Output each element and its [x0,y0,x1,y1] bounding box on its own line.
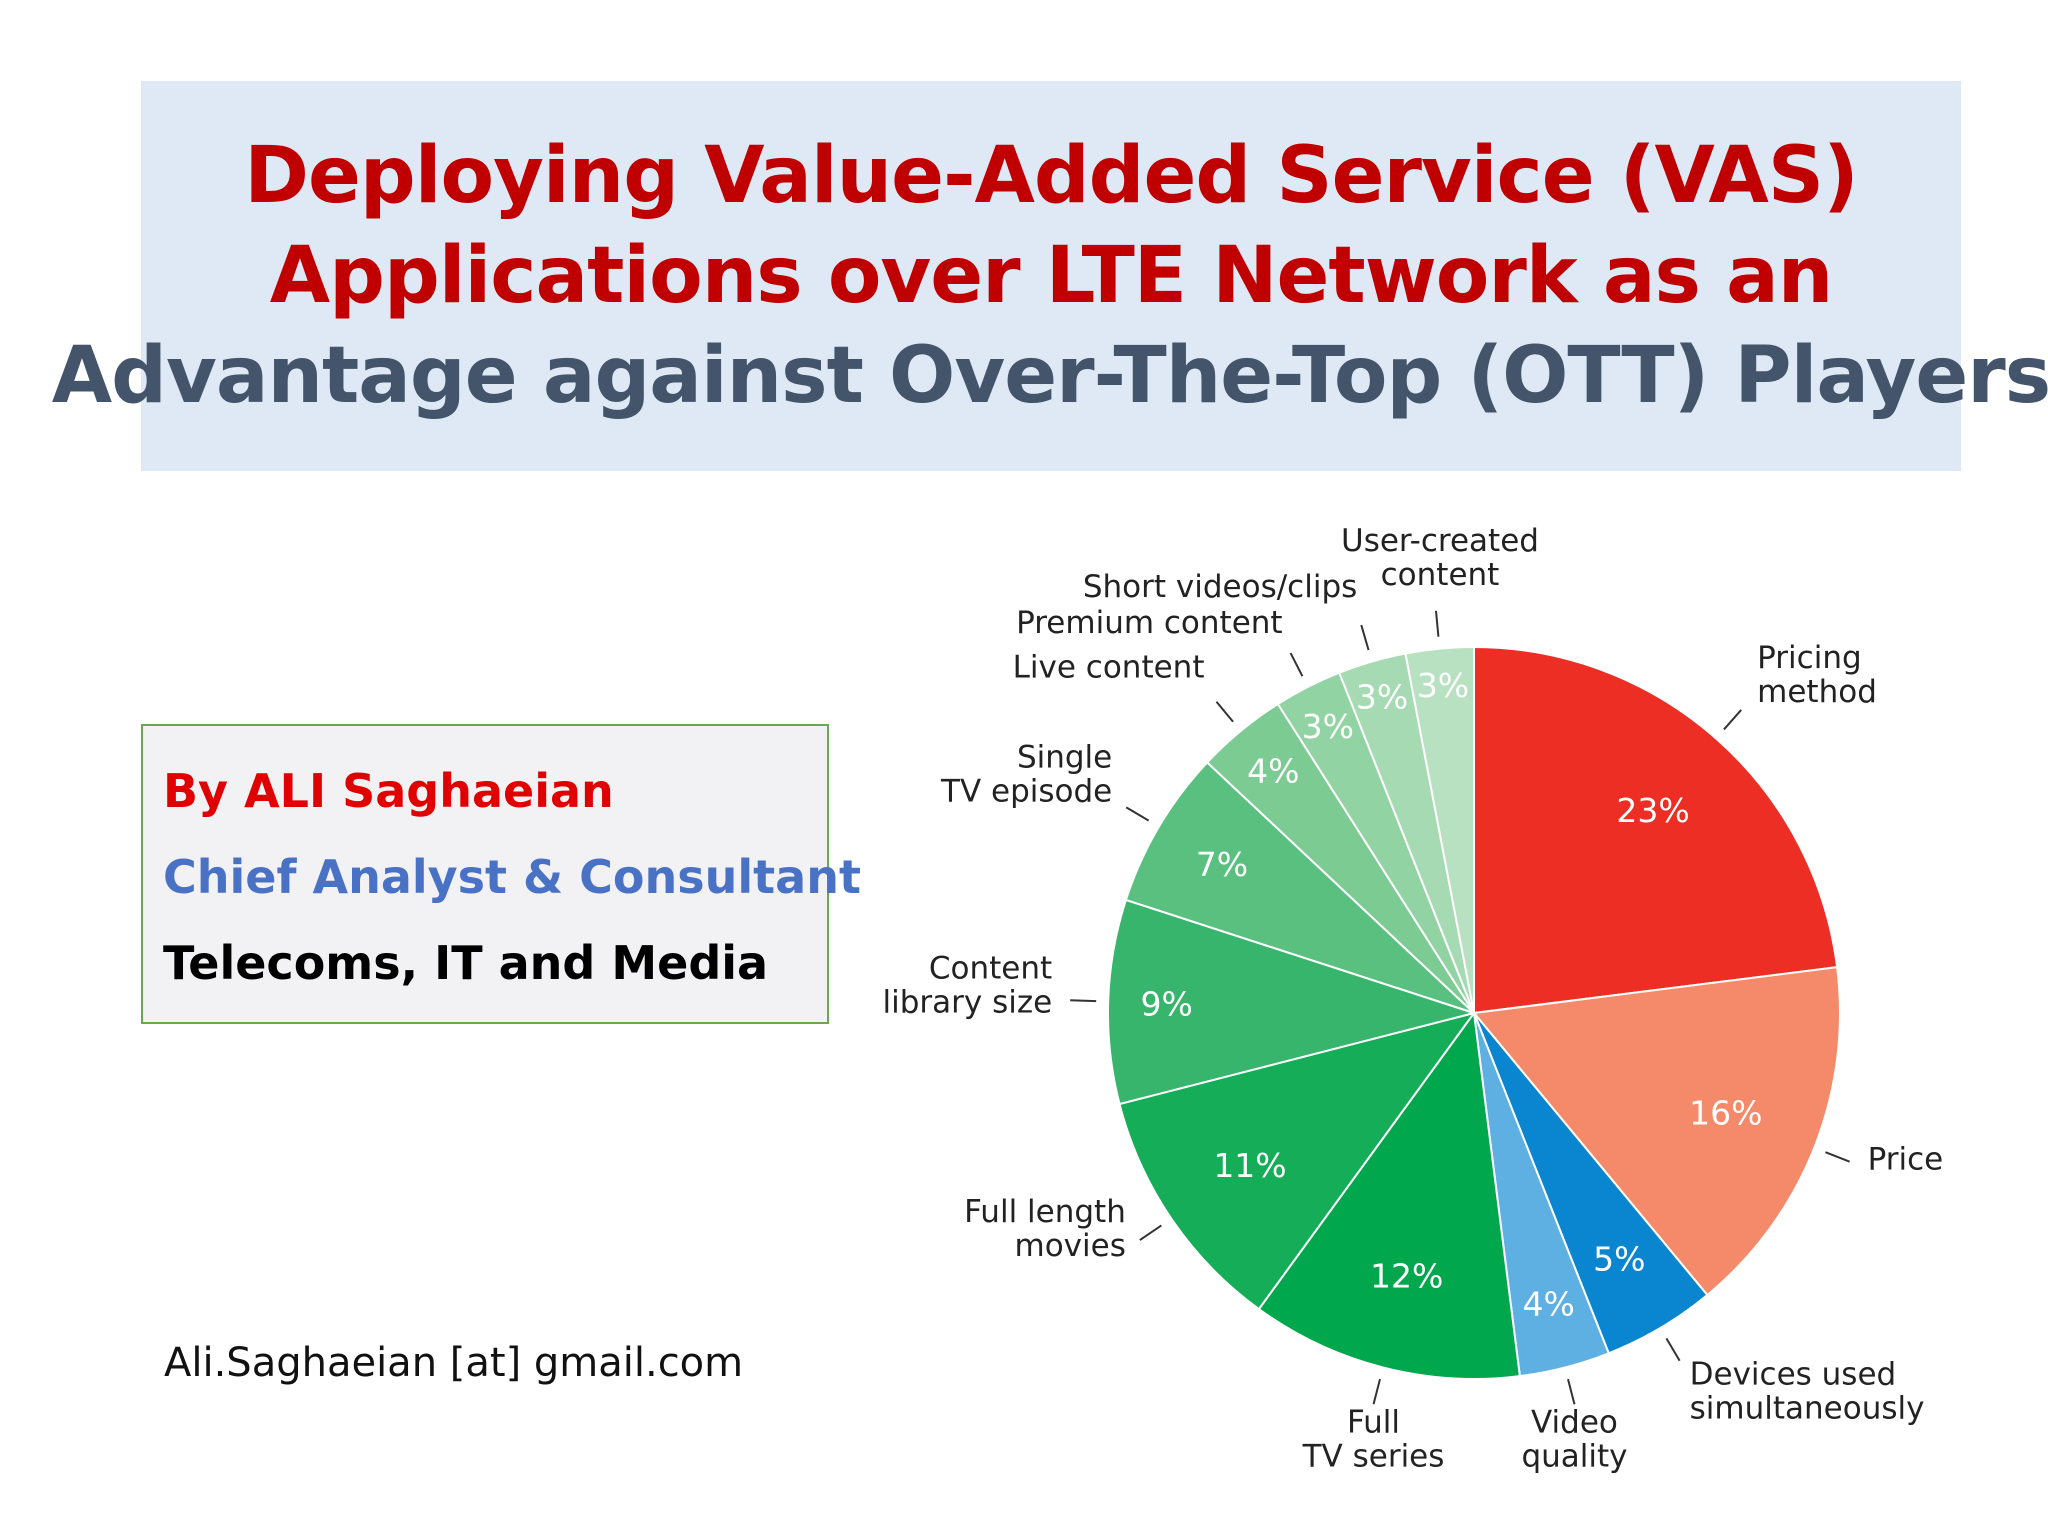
title-banner: Deploying Value-Added Service (VAS) Appl… [52,81,2048,471]
leader-line-premium-content [1289,652,1304,677]
value-label-content-library-size: 9% [1141,984,1193,1023]
leader-line-short-videos-clips [1360,624,1370,651]
value-label-premium-content: 3% [1302,707,1354,746]
leader-line-devices-used-simultaneously [1665,1337,1681,1362]
leader-line-full-length-movies [1139,1224,1162,1241]
value-label-video-quality: 4% [1522,1285,1574,1324]
value-label-price: 16% [1689,1094,1762,1133]
pie-slice-pricing-method [1473,645,1839,1015]
leader-line-price [1825,1151,1850,1163]
pie-slice-content-library-size [1107,898,1478,1106]
leader-line-user-created-content [1434,610,1440,637]
title-line-1: Deploying Value-Added Service (VAS) [244,131,1858,221]
category-label-price: Price [1868,1142,1944,1178]
value-label-full-tv-series: 12% [1370,1256,1443,1295]
leader-line-video-quality [1567,1378,1576,1405]
value-label-single-tv-episode: 7% [1196,845,1248,884]
title-line-2: Applications over LTE Network as an [269,231,1833,321]
pie-slice-full-length-movies [1118,1011,1477,1311]
value-label-devices-used-simultaneously: 5% [1593,1240,1645,1279]
value-label-user-created-content: 3% [1417,666,1469,705]
value-label-short-videos-clips: 3% [1356,678,1408,717]
author-box: By ALI Saghaeian Chief Analyst & Consult… [141,724,861,1024]
pie-slice-full-tv-series [1257,1010,1521,1380]
title-line-3: Advantage against Over-The-Top (OTT) Pla… [51,331,2048,421]
pie-slice-price [1472,966,1841,1297]
category-label-video-quality: Video quality [1521,1404,1627,1474]
category-label-devices-used-simultaneously: Devices used simultaneously [1690,1357,1925,1427]
leader-line-content-library-size [1070,999,1097,1003]
category-label-short-videos-clips: Short videos/clips [1083,569,1357,605]
leader-line-pricing-method [1723,709,1742,731]
category-label-full-tv-series: Full TV series [1302,1404,1445,1474]
category-label-pricing-method: Pricing method [1757,640,1877,710]
author-name: By ALI Saghaeian [163,764,614,818]
category-label-premium-content: Premium content [1016,605,1282,641]
value-label-full-length-movies: 11% [1213,1146,1286,1185]
value-label-live-content: 4% [1247,751,1299,790]
author-field: Telecoms, IT and Media [163,936,769,990]
pie-slice-single-tv-episode [1124,761,1475,1014]
category-label-live-content: Live content [1013,650,1205,686]
author-role: Chief Analyst & Consultant [163,850,861,904]
pie-slice-user-created-content [1404,645,1475,1014]
contact-email: Ali.Saghaeian [at] gmail.com [164,1340,744,1386]
category-label-content-library-size: Content library size [882,950,1052,1020]
category-label-user-created-content: User-created content [1341,523,1539,593]
leader-line-live-content [1215,701,1234,723]
value-label-pricing-method: 23% [1616,791,1689,830]
category-label-full-length-movies: Full length movies [964,1194,1126,1264]
category-label-single-tv-episode: Single TV episode [940,739,1112,809]
leader-line-full-tv-series [1372,1378,1381,1405]
leader-line-single-tv-episode [1125,806,1150,822]
